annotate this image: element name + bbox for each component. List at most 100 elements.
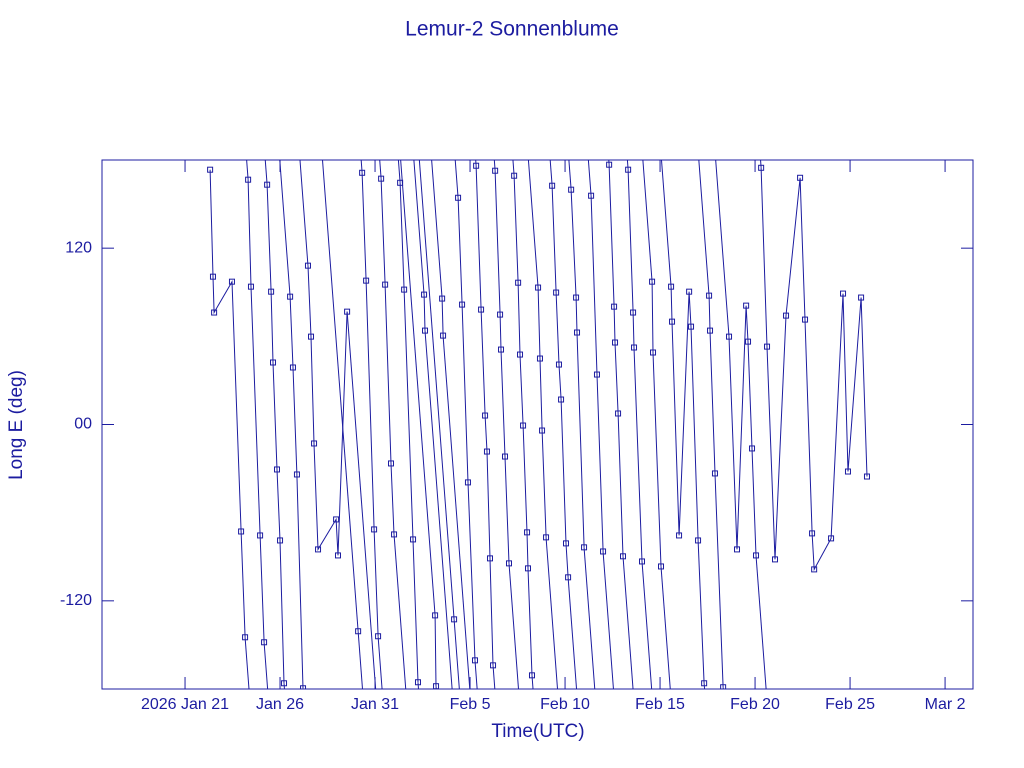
point-marker (228, 278, 235, 285)
point-marker (511, 172, 518, 179)
point-marker (669, 318, 676, 325)
point-marker (563, 540, 570, 547)
point-marker (363, 277, 370, 284)
point-marker (422, 327, 429, 334)
orbit-line (651, 281, 662, 567)
point-marker (242, 634, 249, 641)
point-marker (612, 339, 619, 346)
point-marker (706, 292, 713, 299)
x-tick-label: Feb 15 (635, 696, 685, 713)
point-marker (749, 445, 756, 452)
point-marker (293, 471, 300, 478)
wrap-line (493, 160, 496, 171)
wrap-line (642, 160, 653, 282)
plot-area (207, 160, 870, 689)
wrap-line (418, 160, 455, 620)
point-marker (695, 537, 702, 544)
point-marker (261, 639, 268, 646)
point-marker (270, 359, 277, 366)
wrap-line (321, 160, 359, 632)
point-marker (281, 680, 288, 687)
wrap-line (393, 534, 407, 689)
wrap-line (602, 551, 614, 689)
point-marker (720, 684, 727, 689)
point-marker (459, 301, 466, 308)
point-marker (764, 343, 771, 350)
orbit-line (361, 172, 379, 637)
point-marker (304, 262, 311, 269)
point-marker (211, 309, 218, 316)
point-marker (264, 181, 271, 188)
wrap-line (567, 577, 578, 689)
wrap-line (417, 682, 419, 689)
point-marker (483, 448, 490, 455)
orbit-line (441, 298, 444, 336)
point-marker (558, 396, 565, 403)
x-tick-label: Feb 10 (540, 696, 590, 713)
orbit-line (570, 189, 585, 548)
point-marker (333, 516, 340, 523)
point-marker (772, 556, 779, 563)
point-marker (743, 302, 750, 309)
wrap-line (549, 160, 553, 186)
wrap-line (660, 160, 672, 287)
point-marker (858, 294, 865, 301)
point-marker (378, 175, 385, 182)
point-marker (473, 162, 480, 169)
wrap-line (641, 561, 653, 689)
point-marker (315, 546, 322, 553)
wrap-line (246, 160, 249, 180)
point-marker (515, 279, 522, 286)
point-marker (433, 683, 440, 689)
point-marker (650, 349, 657, 356)
x-axis-label: Time(UTC) (491, 721, 584, 742)
orbit-line (380, 178, 395, 535)
point-marker (524, 529, 531, 536)
point-marker (630, 309, 637, 316)
point-marker (536, 355, 543, 362)
point-marker (388, 460, 395, 467)
point-marker (758, 164, 765, 171)
point-marker (707, 327, 714, 334)
point-marker (414, 679, 421, 686)
point-marker (783, 312, 790, 319)
point-marker (543, 534, 550, 541)
orbit-line (728, 305, 757, 556)
orbit-line (423, 294, 426, 331)
point-marker (520, 422, 527, 429)
point-marker (505, 560, 512, 567)
orbit-line (457, 197, 476, 661)
point-marker (828, 535, 835, 542)
x-tick-label: Jan 31 (351, 696, 399, 713)
point-marker (811, 566, 818, 573)
wrap-line (545, 537, 559, 689)
point-marker (524, 565, 531, 572)
orbit-line (513, 175, 533, 676)
wrap-line (397, 160, 401, 183)
point-marker (639, 558, 646, 565)
point-marker (464, 479, 471, 486)
point-marker (355, 628, 362, 635)
point-marker (238, 528, 245, 535)
point-marker (334, 552, 341, 559)
wrap-line (357, 631, 363, 689)
point-marker (676, 532, 683, 539)
point-marker (257, 532, 264, 539)
point-marker (668, 283, 675, 290)
point-marker (273, 466, 280, 473)
point-marker (375, 633, 382, 640)
point-marker (289, 364, 296, 371)
point-marker (471, 657, 478, 664)
point-marker (439, 295, 446, 302)
wrap-line (622, 556, 634, 689)
wrap-line (587, 160, 592, 196)
point-marker (840, 290, 847, 297)
point-marker (581, 544, 588, 551)
point-marker (498, 346, 505, 353)
point-marker (482, 412, 489, 419)
point-marker (391, 531, 398, 538)
wrap-line (626, 160, 629, 170)
orbit-line (494, 170, 510, 564)
point-marker (844, 468, 851, 475)
point-marker (455, 194, 462, 201)
